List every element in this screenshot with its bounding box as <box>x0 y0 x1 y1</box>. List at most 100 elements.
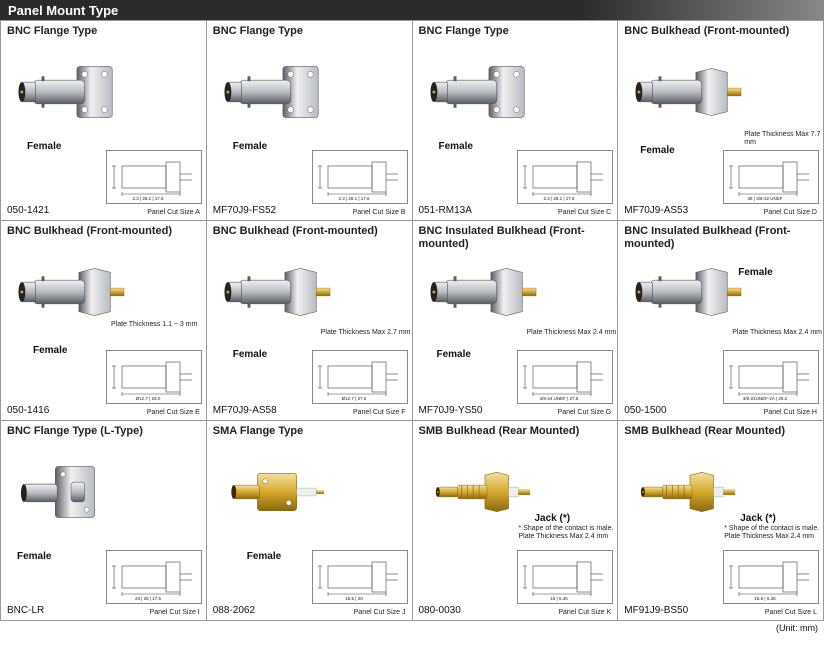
product-title: BNC Bulkhead (Front-mounted) <box>213 225 406 238</box>
panel-cut-size: Panel Cut Size J <box>354 609 406 616</box>
product-note: Plate Thickness Max 2.4 mm <box>732 329 822 337</box>
product-cell: BNC Insulated Bulkhead (Front-mounted) <box>618 221 824 421</box>
gender-label: Female <box>247 551 281 562</box>
product-note: * Shape of the contact is male. Plate Th… <box>519 525 614 541</box>
product-cell: BNC Bulkhead (Front-mounted) <box>618 21 824 221</box>
product-title: BNC Flange Type <box>419 25 612 38</box>
product-title: BNC Flange Type <box>213 25 406 38</box>
svg-text:3/8-24 UNEF | 27.6: 3/8-24 UNEF | 27.6 <box>540 396 579 401</box>
unit-text: (Unit: mm) <box>776 623 818 633</box>
product-grid: BNC Flange Type <box>0 20 824 621</box>
gender-label: Female <box>439 141 473 152</box>
product-photo <box>11 47 131 137</box>
product-title: SMB Bulkhead (Rear Mounted) <box>624 425 817 438</box>
product-photo <box>11 447 131 537</box>
part-number: MF91J9-BS50 <box>624 605 688 616</box>
product-title: BNC Flange Type <box>7 25 200 38</box>
gender-label: Jack (*) <box>740 513 776 524</box>
technical-diagram: 2.3 | 28.1 | 17.6 <box>312 150 408 204</box>
product-photo <box>217 447 337 537</box>
product-cell: BNC Bulkhead (Front-mounted) <box>1 221 207 421</box>
gender-label: Female <box>233 349 267 360</box>
product-cell: BNC Insulated Bulkhead (Front-mounted) <box>413 221 619 421</box>
panel-cut-size: Panel Cut Size C <box>558 209 611 216</box>
technical-diagram: 3/8-24UNEF-2A | 28.2 <box>723 350 819 404</box>
product-note: Plate Thickness Max 2.4 mm <box>527 329 617 337</box>
panel-cut-size: Panel Cut Size F <box>353 409 406 416</box>
product-title: SMB Bulkhead (Rear Mounted) <box>419 425 612 438</box>
part-number: MF70J9-YS50 <box>419 405 483 416</box>
svg-text:15.5 | 20: 15.5 | 20 <box>345 596 363 601</box>
technical-diagram: Ø12.7 | 27.6 <box>312 350 408 404</box>
product-photo <box>217 247 337 337</box>
product-photo <box>628 247 748 337</box>
product-title: BNC Flange Type (L-Type) <box>7 425 200 438</box>
part-number: BNC-LR <box>7 605 44 616</box>
panel-cut-size: Panel Cut Size H <box>764 409 817 416</box>
panel-cut-size: Panel Cut Size B <box>353 209 406 216</box>
product-cell: BNC Bulkhead (Front-mounted) <box>207 221 413 421</box>
gender-label: Jack (*) <box>535 513 571 524</box>
svg-text:2.3 | 28.1 | 17.6: 2.3 | 28.1 | 17.6 <box>132 196 164 201</box>
gender-label: Female <box>233 141 267 152</box>
part-number: 080-0030 <box>419 605 461 616</box>
product-cell: SMA Flange Type Female <box>207 421 413 621</box>
product-photo <box>217 47 337 137</box>
part-number: MF70J9-FS52 <box>213 205 276 216</box>
section-header-text: Panel Mount Type <box>8 3 118 18</box>
svg-text:Ø12.7 | 27.6: Ø12.7 | 27.6 <box>341 396 366 401</box>
gender-label: Female <box>738 267 772 278</box>
technical-diagram: 15 | 6.35 <box>517 550 613 604</box>
gender-label: Female <box>33 345 67 356</box>
panel-cut-size: Panel Cut Size A <box>147 209 200 216</box>
product-note: Plate Thickness Max 7.7 mm <box>744 131 823 147</box>
svg-text:3/8-24UNEF-2A | 28.2: 3/8-24UNEF-2A | 28.2 <box>743 396 788 401</box>
product-cell: SMB Bulkhead (Rear Mounted) Jack (*) * S… <box>618 421 824 621</box>
part-number: 050-1421 <box>7 205 49 216</box>
product-cell: BNC Flange Type <box>207 21 413 221</box>
product-photo <box>423 247 543 337</box>
unit-label: (Unit: mm) <box>0 621 824 635</box>
product-photo <box>423 447 543 537</box>
part-number: 050-1500 <box>624 405 666 416</box>
technical-diagram: 23 | 26 | 17.5 <box>106 550 202 604</box>
section-header: Panel Mount Type <box>0 0 824 20</box>
technical-diagram: 2.3 | 28.1 | 17.6 <box>106 150 202 204</box>
gender-label: Female <box>27 141 61 152</box>
technical-diagram: Ø12.7 | 25.0 <box>106 350 202 404</box>
product-photo <box>628 47 748 137</box>
panel-cut-size: Panel Cut Size G <box>558 409 612 416</box>
svg-text:15.8 | 6.35: 15.8 | 6.35 <box>754 596 776 601</box>
product-title: SMA Flange Type <box>213 425 406 438</box>
part-number: 088-2062 <box>213 605 255 616</box>
svg-text:2.3 | 28.1 | 17.6: 2.3 | 28.1 | 17.6 <box>544 196 576 201</box>
part-number: MF70J9-AS53 <box>624 205 688 216</box>
product-note: * Shape of the contact is male. Plate Th… <box>724 525 819 541</box>
part-number: 051-RM13A <box>419 205 472 216</box>
panel-cut-size: Panel Cut Size I <box>150 609 200 616</box>
technical-diagram: 3/8-24 UNEF | 27.6 <box>517 350 613 404</box>
panel-cut-size: Panel Cut Size K <box>558 609 611 616</box>
svg-text:23 | 26 | 17.5: 23 | 26 | 17.5 <box>135 596 162 601</box>
panel-cut-size: Panel Cut Size D <box>764 209 817 216</box>
product-photo <box>423 47 543 137</box>
gender-label: Female <box>437 349 471 360</box>
panel-cut-size: Panel Cut Size L <box>765 609 817 616</box>
technical-diagram: 38 | 3/8-32 UNEF <box>723 150 819 204</box>
product-cell: BNC Flange Type <box>413 21 619 221</box>
part-number: MF70J9-AS58 <box>213 405 277 416</box>
product-title: BNC Bulkhead (Front-mounted) <box>624 25 817 38</box>
product-cell: SMB Bulkhead (Rear Mounted) Jack (*) * S… <box>413 421 619 621</box>
panel-cut-size: Panel Cut Size E <box>147 409 200 416</box>
svg-text:38 | 3/8-32 UNEF: 38 | 3/8-32 UNEF <box>748 196 783 201</box>
part-number: 050-1416 <box>7 405 49 416</box>
svg-text:15 | 6.35: 15 | 6.35 <box>551 596 569 601</box>
gender-label: Female <box>17 551 51 562</box>
svg-text:2.3 | 28.1 | 17.6: 2.3 | 28.1 | 17.6 <box>338 196 370 201</box>
technical-diagram: 2.3 | 28.1 | 17.6 <box>517 150 613 204</box>
gender-label: Female <box>640 145 674 156</box>
product-note: Plate Thickness 1.1 ~ 3 mm <box>111 321 197 329</box>
product-title: BNC Bulkhead (Front-mounted) <box>7 225 200 238</box>
product-note: Plate Thickness Max 2.7 mm <box>321 329 411 337</box>
product-photo <box>628 447 748 537</box>
